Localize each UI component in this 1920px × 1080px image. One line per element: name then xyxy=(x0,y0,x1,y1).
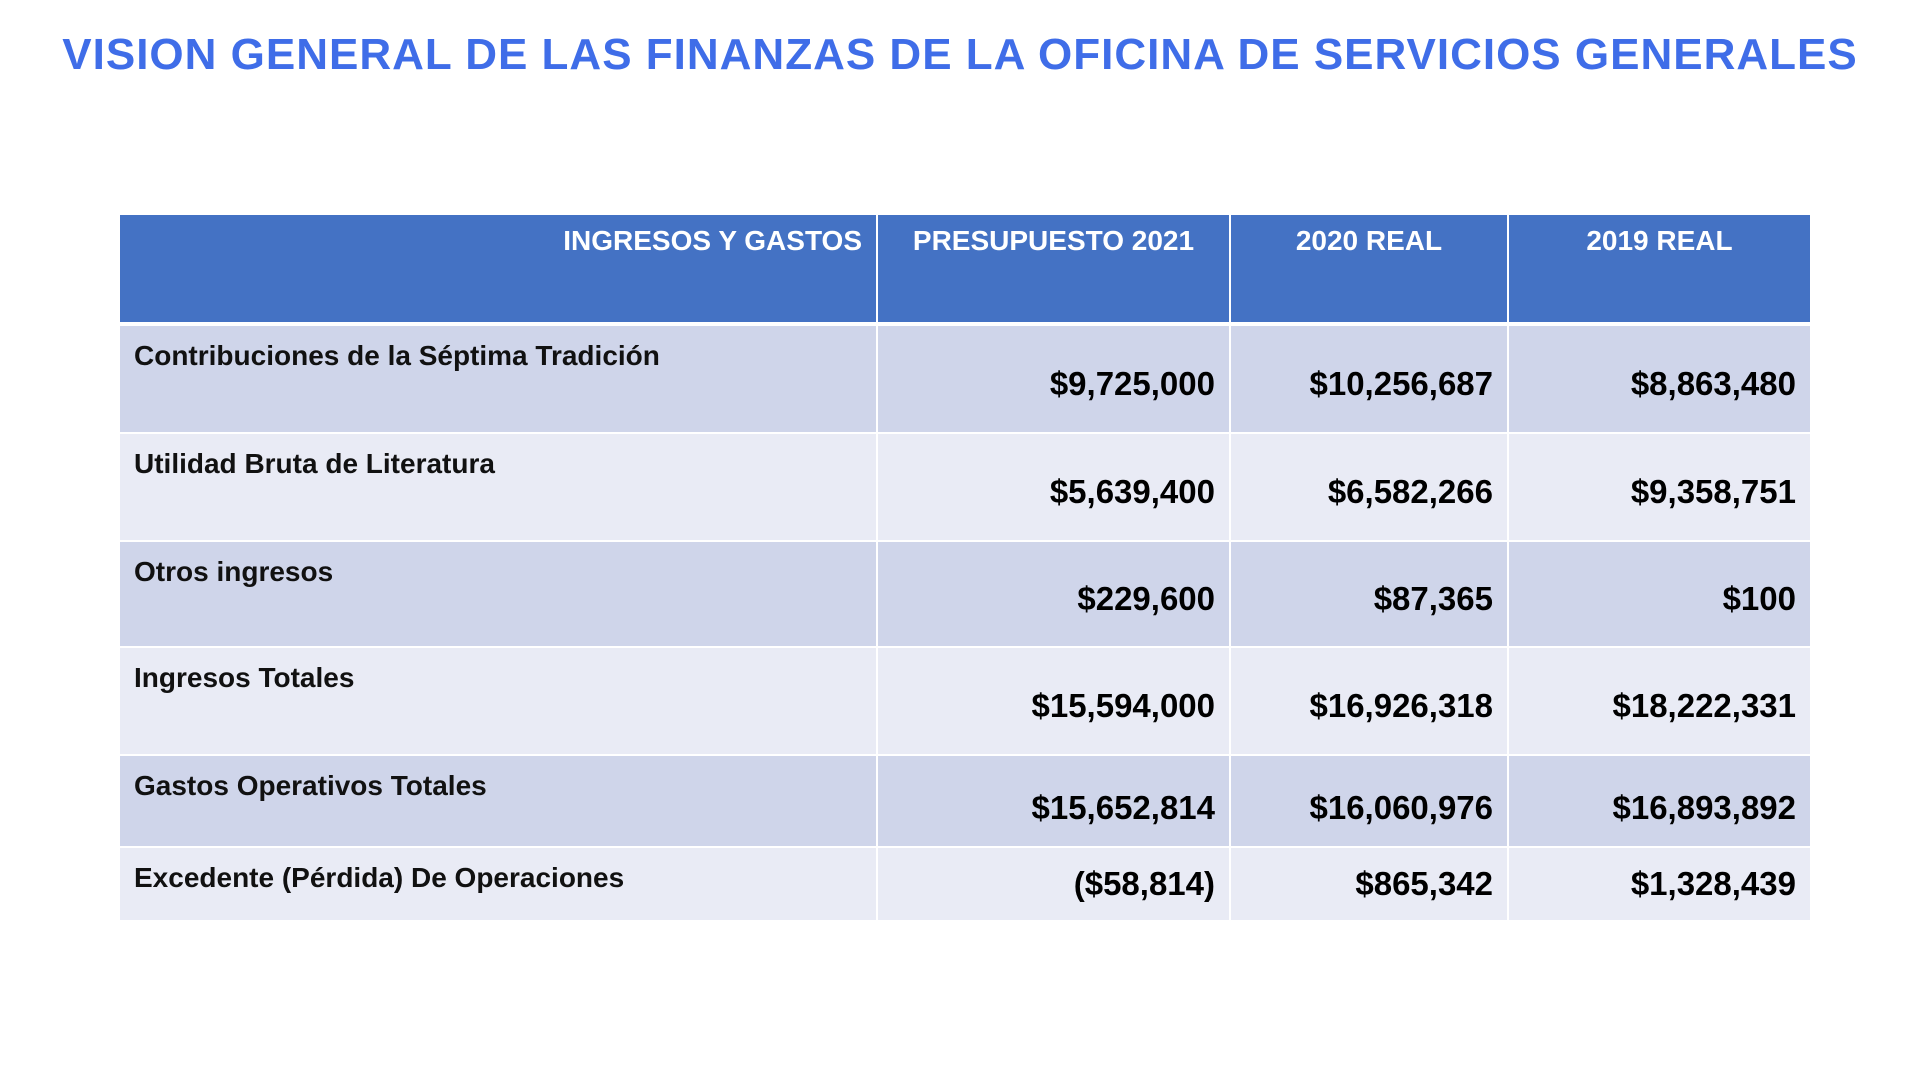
finance-table: INGRESOS Y GASTOS PRESUPUESTO 2021 2020 … xyxy=(120,215,1810,920)
table-row: Gastos Operativos Totales $15,652,814 $1… xyxy=(120,754,1810,847)
cell-actual-2019: $18,222,331 xyxy=(1507,646,1810,755)
cell-actual-2019: $16,893,892 xyxy=(1507,754,1810,847)
cell-actual-2019: $8,863,480 xyxy=(1507,323,1810,433)
cell-actual-2020: $865,342 xyxy=(1229,846,1508,920)
row-label: Gastos Operativos Totales xyxy=(120,754,877,847)
column-header-actual-2020: 2020 REAL xyxy=(1229,215,1508,326)
row-label: Contribuciones de la Séptima Tradición xyxy=(120,323,877,433)
column-header-concept: INGRESOS Y GASTOS xyxy=(120,215,877,326)
table-row: Excedente (Pérdida) De Operaciones ($58,… xyxy=(120,846,1810,920)
cell-actual-2019: $1,328,439 xyxy=(1507,846,1810,920)
table-row: Otros ingresos $229,600 $87,365 $100 xyxy=(120,540,1810,647)
row-label: Ingresos Totales xyxy=(120,646,877,755)
cell-actual-2020: $16,060,976 xyxy=(1229,754,1508,847)
cell-budget-2021: $229,600 xyxy=(876,540,1230,647)
cell-actual-2020: $10,256,687 xyxy=(1229,323,1508,433)
page-title: VISION GENERAL DE LAS FINANZAS DE LA OFI… xyxy=(62,30,1858,79)
cell-budget-2021: $9,725,000 xyxy=(876,323,1230,433)
cell-actual-2019: $9,358,751 xyxy=(1507,432,1810,541)
cell-budget-2021: $15,594,000 xyxy=(876,646,1230,755)
column-header-budget-2021: PRESUPUESTO 2021 xyxy=(876,215,1230,326)
row-label: Otros ingresos xyxy=(120,540,877,647)
column-header-actual-2019: 2019 REAL xyxy=(1507,215,1810,326)
cell-actual-2020: $6,582,266 xyxy=(1229,432,1508,541)
table-row: Utilidad Bruta de Literatura $5,639,400 … xyxy=(120,432,1810,541)
row-label: Utilidad Bruta de Literatura xyxy=(120,432,877,541)
table-header-row: INGRESOS Y GASTOS PRESUPUESTO 2021 2020 … xyxy=(120,215,1810,326)
table-row: Ingresos Totales $15,594,000 $16,926,318… xyxy=(120,646,1810,755)
cell-budget-2021: ($58,814) xyxy=(876,846,1230,920)
row-label: Excedente (Pérdida) De Operaciones xyxy=(120,846,877,920)
cell-actual-2020: $87,365 xyxy=(1229,540,1508,647)
cell-actual-2019: $100 xyxy=(1507,540,1810,647)
cell-actual-2020: $16,926,318 xyxy=(1229,646,1508,755)
cell-budget-2021: $15,652,814 xyxy=(876,754,1230,847)
cell-budget-2021: $5,639,400 xyxy=(876,432,1230,541)
table-row: Contribuciones de la Séptima Tradición $… xyxy=(120,323,1810,433)
